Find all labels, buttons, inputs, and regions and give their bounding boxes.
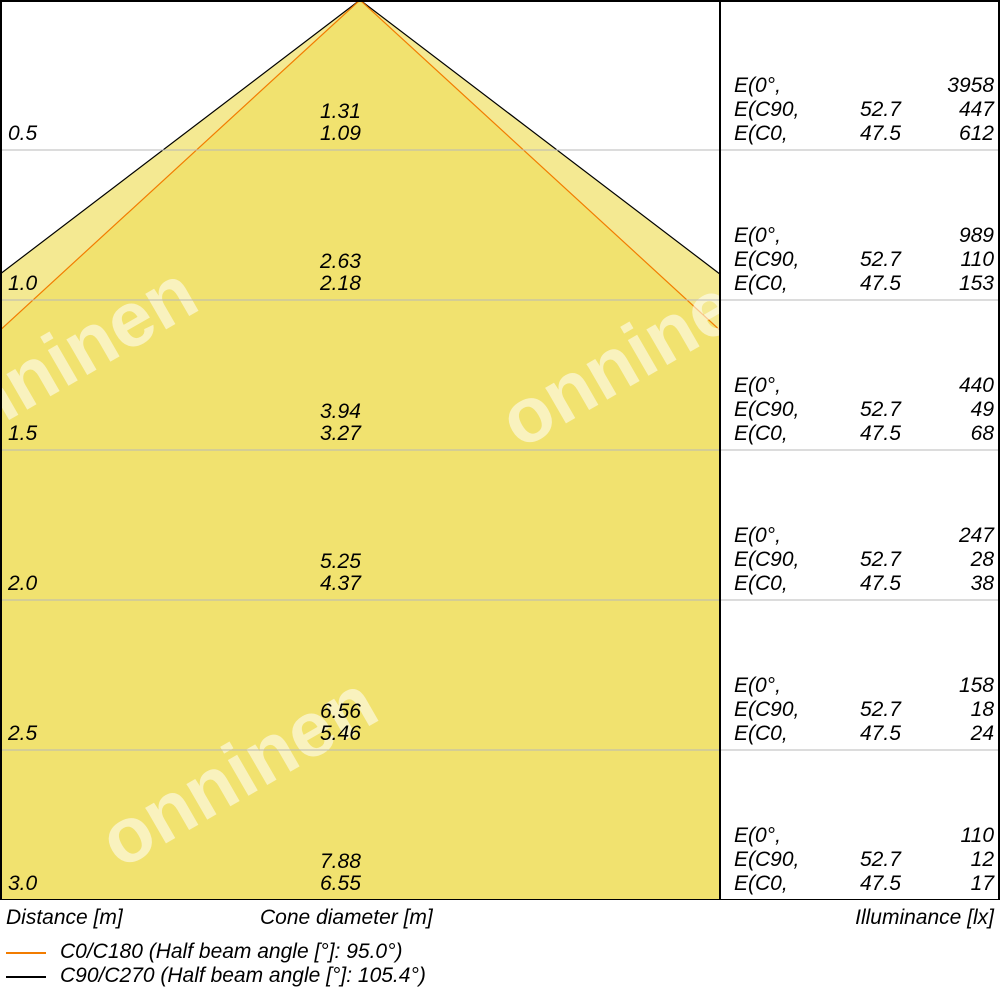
illum-ang-ec90: 52.7 xyxy=(860,698,901,722)
cone-diameter-inner: 2.18 xyxy=(320,272,361,296)
distance-label: 0.5 xyxy=(8,122,37,146)
axis-label-diameter: Cone diameter [m] xyxy=(260,906,433,930)
illum-label-e0: E(0°, xyxy=(734,74,781,98)
cone-diagram-stage: onninenonninenonninenonninen 0.51.311.09… xyxy=(0,0,1000,993)
illum-label-ec0: E(C0, xyxy=(734,122,788,146)
legend-label-c0: C0/C180 (Half beam angle [°]: 95.0°) xyxy=(60,940,402,964)
illum-val-ec90: 49 xyxy=(971,398,994,422)
illum-label-e0: E(0°, xyxy=(734,824,781,848)
cone-diameter-inner: 3.27 xyxy=(320,422,361,446)
illum-val-e0: 247 xyxy=(959,524,994,548)
cone-diameter-inner: 4.37 xyxy=(320,572,361,596)
distance-label: 2.5 xyxy=(8,722,37,746)
cone-diameter-outer: 6.56 xyxy=(320,700,361,724)
illum-ang-ec90: 52.7 xyxy=(860,248,901,272)
illum-label-e0: E(0°, xyxy=(734,224,781,248)
illum-ang-ec0: 47.5 xyxy=(860,272,901,296)
illum-ang-ec90: 52.7 xyxy=(860,848,901,872)
illum-label-ec90: E(C90, xyxy=(734,398,799,422)
illum-ang-ec0: 47.5 xyxy=(860,872,901,896)
illum-label-e0: E(0°, xyxy=(734,374,781,398)
illum-ang-ec90: 52.7 xyxy=(860,548,901,572)
cone-diameter-inner: 1.09 xyxy=(320,122,361,146)
illum-val-e0: 989 xyxy=(959,224,994,248)
illum-label-ec90: E(C90, xyxy=(734,98,799,122)
illum-val-ec90: 447 xyxy=(959,98,994,122)
illum-val-e0: 110 xyxy=(961,824,994,848)
illum-label-ec0: E(C0, xyxy=(734,272,788,296)
illum-val-ec90: 18 xyxy=(971,698,994,722)
illum-ang-ec0: 47.5 xyxy=(860,122,901,146)
legend-swatch-c90 xyxy=(6,976,46,978)
illum-label-ec0: E(C0, xyxy=(734,722,788,746)
distance-label: 1.5 xyxy=(8,422,37,446)
cone-diameter-outer: 7.88 xyxy=(320,850,361,874)
illum-val-ec90: 110 xyxy=(961,248,994,272)
illum-ang-ec0: 47.5 xyxy=(860,422,901,446)
illum-label-ec90: E(C90, xyxy=(734,848,799,872)
cone-diameter-outer: 2.63 xyxy=(320,250,361,274)
cone-diameter-inner: 5.46 xyxy=(320,722,361,746)
illum-ang-ec0: 47.5 xyxy=(860,572,901,596)
distance-label: 3.0 xyxy=(8,872,37,896)
illum-ang-ec90: 52.7 xyxy=(860,398,901,422)
illum-val-ec0: 17 xyxy=(971,872,994,896)
illum-val-ec0: 68 xyxy=(971,422,994,446)
illum-val-e0: 440 xyxy=(959,374,994,398)
illum-ang-ec90: 52.7 xyxy=(860,98,901,122)
illum-val-ec90: 12 xyxy=(971,848,994,872)
illum-label-ec0: E(C0, xyxy=(734,422,788,446)
illum-val-ec90: 28 xyxy=(971,548,994,572)
illum-val-e0: 3958 xyxy=(947,74,994,98)
illum-label-ec90: E(C90, xyxy=(734,248,799,272)
cone-diameter-outer: 1.31 xyxy=(320,100,361,124)
legend-swatch-c0 xyxy=(6,952,46,954)
illum-val-ec0: 612 xyxy=(959,122,994,146)
illum-label-e0: E(0°, xyxy=(734,524,781,548)
illum-label-e0: E(0°, xyxy=(734,674,781,698)
distance-label: 2.0 xyxy=(8,572,37,596)
illum-ang-ec0: 47.5 xyxy=(860,722,901,746)
legend-label-c90: C90/C270 (Half beam angle [°]: 105.4°) xyxy=(60,964,426,988)
illum-val-ec0: 24 xyxy=(971,722,994,746)
illum-label-ec90: E(C90, xyxy=(734,548,799,572)
illum-label-ec0: E(C0, xyxy=(734,572,788,596)
cone-diameter-outer: 3.94 xyxy=(320,400,361,424)
axis-label-illuminance: Illuminance [lx] xyxy=(855,906,994,930)
cone-diameter-inner: 6.55 xyxy=(320,872,361,896)
illum-val-e0: 158 xyxy=(959,674,994,698)
illum-val-ec0: 153 xyxy=(959,272,994,296)
cone-diameter-outer: 5.25 xyxy=(320,550,361,574)
illum-label-ec0: E(C0, xyxy=(734,872,788,896)
cone-diagram-svg: onninenonninenonninenonninen xyxy=(0,0,1000,900)
illum-val-ec0: 38 xyxy=(971,572,994,596)
illum-label-ec90: E(C90, xyxy=(734,698,799,722)
axis-label-distance: Distance [m] xyxy=(6,906,123,930)
distance-label: 1.0 xyxy=(8,272,37,296)
